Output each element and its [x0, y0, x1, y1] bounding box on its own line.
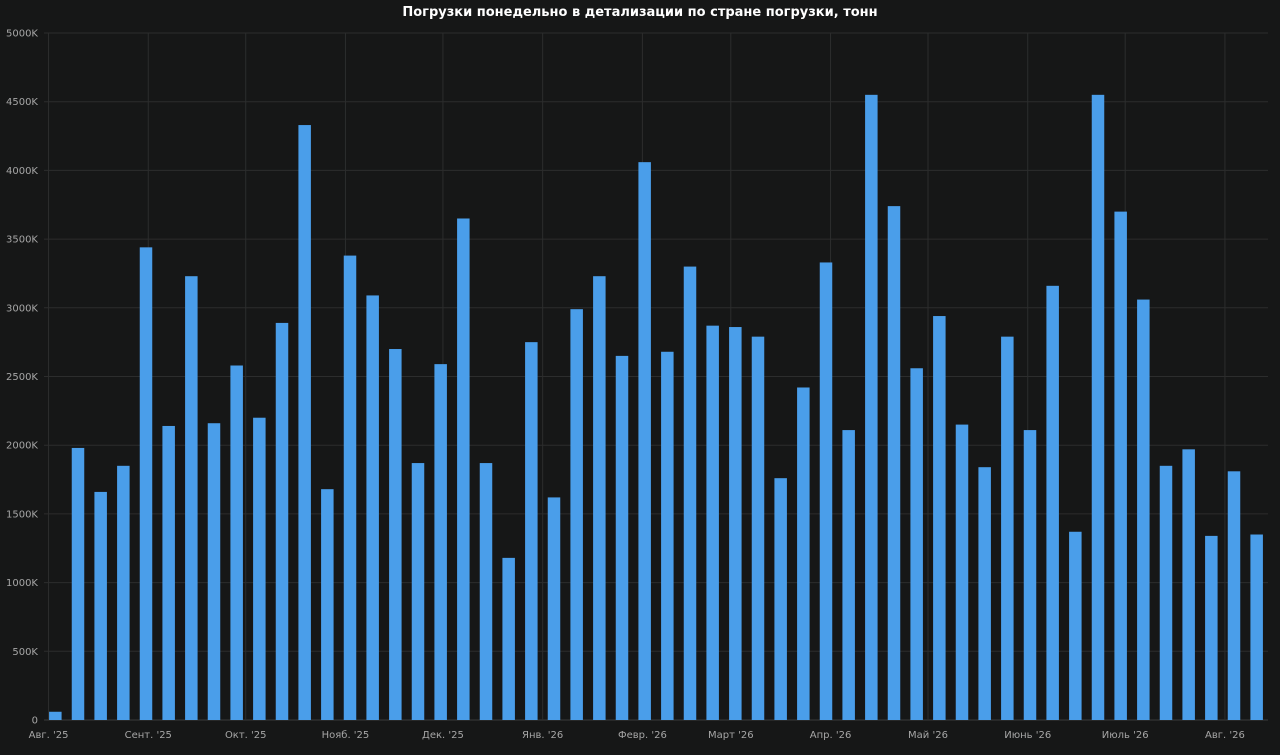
- bar[interactable]: [457, 218, 470, 721]
- bar[interactable]: [933, 316, 946, 720]
- x-tick-label: Март '26: [708, 730, 754, 741]
- bar[interactable]: [819, 262, 833, 720]
- bar[interactable]: [253, 417, 266, 720]
- x-tick-label: Февр. '26: [618, 730, 667, 741]
- bar[interactable]: [865, 94, 878, 720]
- x-tick-label: Дек. '25: [422, 730, 464, 741]
- bar[interactable]: [411, 463, 425, 720]
- bar[interactable]: [434, 364, 447, 720]
- bar[interactable]: [1205, 535, 1218, 720]
- bar[interactable]: [683, 266, 697, 720]
- bar[interactable]: [751, 336, 765, 720]
- bar[interactable]: [1069, 531, 1082, 720]
- bar[interactable]: [1023, 430, 1037, 720]
- bar[interactable]: [887, 206, 901, 720]
- y-tick-label: 1000K: [6, 578, 38, 589]
- x-tick-label: Нояб. '25: [322, 730, 370, 741]
- bar[interactable]: [230, 365, 243, 720]
- bar[interactable]: [1091, 94, 1105, 720]
- bar[interactable]: [1114, 211, 1127, 720]
- bar[interactable]: [570, 309, 583, 720]
- bar[interactable]: [275, 322, 289, 720]
- bar[interactable]: [366, 295, 379, 720]
- y-tick-label: 4500K: [6, 97, 38, 108]
- y-tick-label: 0: [32, 716, 38, 727]
- bar[interactable]: [49, 711, 62, 720]
- bar[interactable]: [71, 447, 85, 720]
- bar[interactable]: [842, 430, 855, 720]
- x-tick-label: Июль '26: [1102, 730, 1149, 741]
- bar[interactable]: [139, 247, 153, 720]
- bar[interactable]: [1159, 465, 1173, 720]
- axis-labels: 0 500K 1000K 1500K 2000K 2500K 3000K 3500K 4000K…: [6, 29, 1245, 742]
- x-tick-label: Июнь '26: [1004, 730, 1051, 741]
- grid-lines: [44, 32, 1268, 721]
- x-tick-label: Май '26: [908, 730, 948, 741]
- bar[interactable]: [1227, 471, 1241, 720]
- bar[interactable]: [389, 349, 402, 720]
- bar[interactable]: [479, 463, 493, 720]
- bar[interactable]: [910, 368, 923, 720]
- y-tick-label: 2500K: [6, 372, 38, 383]
- x-tick-label: Апр. '26: [810, 730, 852, 741]
- bar[interactable]: [343, 255, 357, 720]
- y-tick-label: 3500K: [6, 235, 38, 246]
- y-tick-label: 3000K: [6, 303, 38, 314]
- bar[interactable]: [638, 162, 651, 720]
- chart-title: Погрузки понедельно в детализации по стр…: [402, 5, 878, 20]
- bar[interactable]: [615, 355, 629, 720]
- bar[interactable]: [1182, 449, 1195, 720]
- bar[interactable]: [978, 467, 991, 720]
- bar[interactable]: [797, 387, 810, 720]
- y-tick-label: 5000K: [6, 29, 38, 40]
- x-tick-label: Сент. '25: [125, 730, 172, 741]
- bar[interactable]: [1001, 336, 1014, 720]
- bar[interactable]: [593, 276, 606, 720]
- bar[interactable]: [162, 425, 175, 720]
- bar[interactable]: [321, 489, 334, 720]
- y-tick-label: 4000K: [6, 166, 38, 177]
- bar[interactable]: [298, 125, 311, 721]
- bar[interactable]: [525, 342, 538, 720]
- bar[interactable]: [185, 276, 198, 720]
- bar[interactable]: [547, 497, 561, 720]
- x-tick-label: Янв. '26: [522, 730, 563, 741]
- bar[interactable]: [706, 325, 719, 720]
- bar[interactable]: [502, 557, 515, 720]
- y-tick-label: 500K: [12, 647, 38, 658]
- bar[interactable]: [1046, 285, 1059, 720]
- bar[interactable]: [729, 327, 742, 720]
- bar[interactable]: [94, 491, 107, 720]
- bar[interactable]: [661, 351, 674, 720]
- y-tick-label: 2000K: [6, 441, 38, 452]
- bar[interactable]: [1137, 299, 1150, 720]
- x-tick-label: Авг. '25: [29, 730, 69, 741]
- bar[interactable]: [955, 424, 969, 720]
- x-tick-label: Авг. '26: [1205, 730, 1245, 741]
- bar[interactable]: [1250, 534, 1263, 720]
- bars: [49, 94, 1263, 721]
- bar[interactable]: [117, 465, 130, 720]
- x-tick-label: Окт. '25: [225, 730, 267, 741]
- bar[interactable]: [207, 423, 221, 720]
- bar[interactable]: [774, 478, 787, 720]
- y-tick-label: 1500K: [6, 509, 38, 520]
